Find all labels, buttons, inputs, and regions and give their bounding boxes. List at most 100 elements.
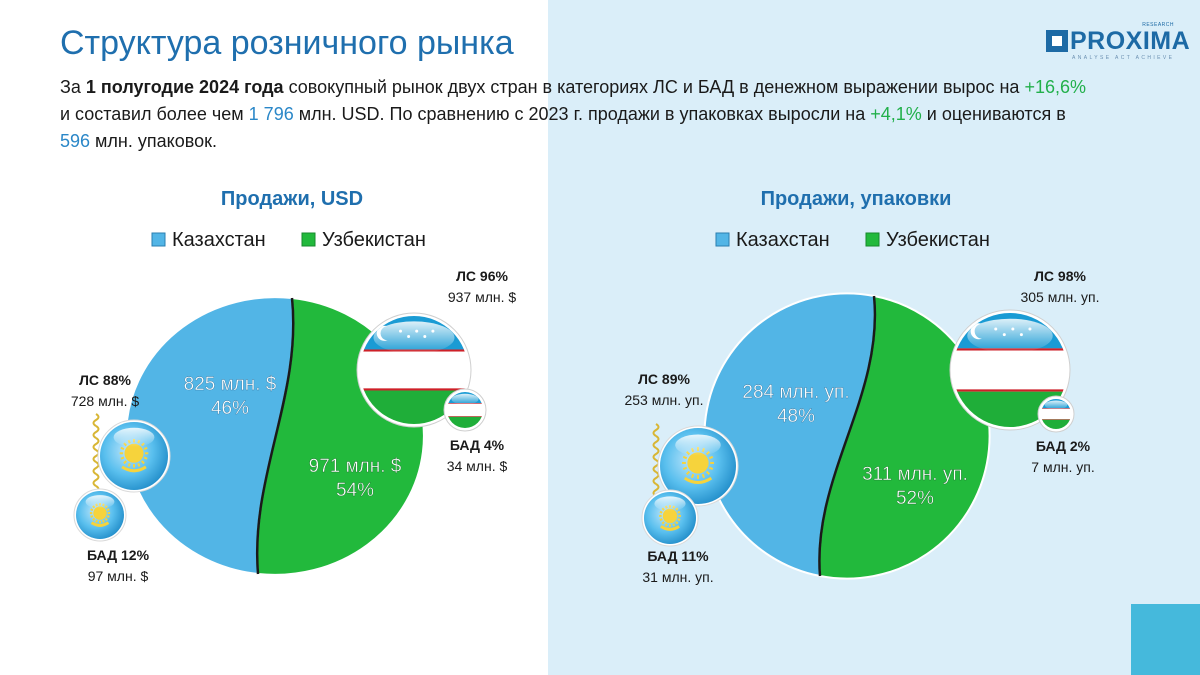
sun-ray [95, 519, 98, 523]
sun-ray [677, 510, 681, 514]
ornament-segment [92, 461, 100, 475]
kz-ls-name: ЛС 88% [79, 372, 131, 388]
kz-bad-name: БАД 11% [647, 548, 709, 564]
intro-paragraph: За 1 полугодие 2024 года совокупный рыно… [60, 77, 1086, 151]
flag-gloss [1044, 400, 1068, 410]
sun-ray [675, 521, 679, 525]
uz-ls-value: 937 млн. $ [448, 289, 517, 305]
kz-ls-value: 728 млн. $ [71, 393, 140, 409]
flag-gloss [451, 393, 479, 405]
flag-clip [1041, 399, 1071, 429]
sun-ray [686, 470, 691, 475]
kz-pct-label: 46% [211, 398, 249, 419]
sun-ray [106, 508, 110, 512]
stripe-white [953, 350, 1067, 390]
logo-brand: PROXIMA [1070, 27, 1191, 55]
sun-ray [127, 462, 131, 467]
uz-ls-name: ЛС 96% [456, 268, 508, 284]
stripe-green [447, 416, 483, 428]
stripe-red [1041, 419, 1071, 420]
flag-gloss [373, 321, 455, 354]
chart-legend: Казахстан Узбекистан [151, 229, 426, 251]
uz-bad-value: 34 млн. $ [447, 458, 508, 474]
uz-value-label: 311 млн. уп. [862, 464, 968, 485]
pie-divider [818, 295, 877, 577]
sun-ray [690, 473, 695, 479]
eagle-icon [660, 525, 680, 531]
flag-gloss [967, 318, 1053, 353]
sun-ray [659, 510, 663, 514]
kz-value-label: 284 млн. уп. [742, 382, 849, 403]
stripe-white [360, 351, 468, 389]
stripe-white [1041, 408, 1071, 420]
kz-flag-bubble-small [641, 489, 699, 547]
sun-ray [92, 517, 96, 521]
chart-title: Продажи, упаковки [761, 188, 952, 210]
ornament-segment [92, 437, 100, 451]
kz-bad-name: БАД 12% [87, 547, 150, 563]
corner-accent-block [1131, 604, 1200, 675]
legend-label-uz: Узбекистан [322, 229, 426, 251]
ornament-segment [652, 447, 660, 461]
legend-swatch-kz [151, 232, 166, 247]
uz-ls-value: 305 млн. уп. [1020, 289, 1099, 305]
sun-icon [662, 508, 678, 524]
flag-gloss [675, 434, 721, 456]
kz-bad-value: 97 млн. $ [88, 568, 149, 584]
kz-flag-bubble-large [97, 419, 171, 493]
sun-ray [661, 521, 665, 525]
kz-ls-value: 253 млн. уп. [624, 392, 703, 408]
sun-icon [687, 452, 709, 474]
eagle-icon [90, 521, 110, 527]
flag-gloss [654, 496, 686, 511]
sun-ray [90, 508, 94, 512]
logo-research: RESEARCH [1142, 22, 1174, 28]
page-title: Структура розничного рынка [60, 24, 514, 62]
sun-icon [93, 506, 107, 520]
uz-bad-name: БАД 4% [450, 437, 505, 453]
sun-ray [123, 460, 128, 465]
sun-ray [120, 446, 125, 451]
flag-clip [447, 392, 483, 428]
ornament-segment [92, 473, 100, 487]
legend-label-kz: Казахстан [172, 229, 266, 251]
sun-ray [140, 460, 145, 465]
uz-ls-name: ЛС 98% [1034, 268, 1086, 284]
ornament-segment [92, 425, 100, 439]
sun-ray [677, 518, 681, 522]
kz-flag-bubble-small [73, 488, 127, 542]
stripe-red [360, 388, 468, 391]
ornament-segment [652, 483, 660, 497]
sun-ray [143, 456, 148, 460]
sun-ray [705, 470, 710, 475]
stripe-red [447, 416, 483, 417]
sun-ray [120, 456, 125, 460]
sun-ray [672, 523, 676, 527]
eagle-icon [683, 476, 713, 485]
ornament-segment [652, 435, 660, 449]
uz-flag-bubble-large [949, 309, 1071, 431]
uz-flag-bubble-small [443, 388, 487, 432]
legend-swatch-kz [715, 232, 730, 247]
stripe-red [953, 389, 1067, 392]
sun-ray [682, 466, 688, 470]
kz-flag-bubble-large [657, 425, 739, 507]
sun-ray [659, 518, 663, 522]
uz-value-label: 971 млн. $ [309, 456, 402, 477]
ornament-segment [652, 471, 660, 485]
chart-packs: Продажи, упаковки Казахстан Узбекистан 284 … [624, 188, 1099, 585]
logo-square-icon [1046, 30, 1068, 52]
kz-pct-label: 48% [777, 406, 815, 427]
sun-ray [664, 523, 668, 527]
sun-icon [124, 443, 144, 463]
legend-label-kz: Казахстан [736, 229, 830, 251]
uz-pct-label: 52% [896, 488, 934, 509]
eagle-icon [121, 465, 147, 473]
stripe-green [1041, 419, 1071, 429]
ornament-segment [92, 413, 100, 427]
proxima-logo: PROXIMA RESEARCH ANALYSE ACT ACHIEVE [1046, 22, 1190, 66]
chart-title: Продажи, USD [221, 188, 363, 210]
sun-ray [682, 455, 688, 460]
pie-divider [255, 297, 295, 575]
flag-gloss [85, 495, 115, 509]
